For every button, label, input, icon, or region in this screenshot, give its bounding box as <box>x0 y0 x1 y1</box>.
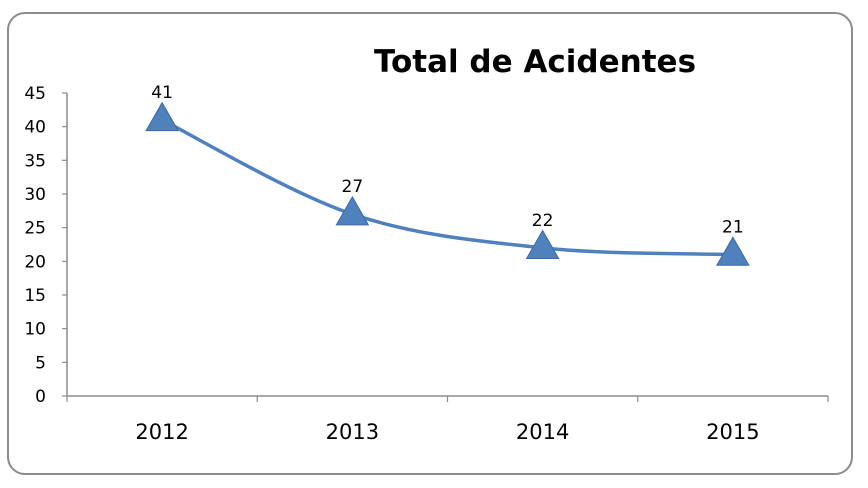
data-point-marker <box>716 236 750 266</box>
series-group <box>145 101 750 266</box>
chart-title: Total de Acidentes <box>374 44 696 80</box>
y-tick-label: 45 <box>24 84 46 104</box>
axes: 0 5 10 15 20 25 30 35 40 45 2012 2013 2014 2015 <box>24 84 829 444</box>
series-line <box>160 118 735 257</box>
y-tick-label: 5 <box>35 353 46 373</box>
data-label: 21 <box>722 218 744 238</box>
data-point-marker <box>525 229 560 260</box>
data-labels-group: 41 27 22 21 <box>151 83 743 238</box>
y-tick-label: 20 <box>24 252 46 272</box>
data-label: 22 <box>532 211 554 231</box>
y-tick-label: 15 <box>24 286 46 306</box>
y-tick-label: 40 <box>24 118 46 138</box>
chart-frame <box>7 12 853 475</box>
data-point-marker <box>145 101 179 132</box>
x-tick-label: 2014 <box>516 420 569 444</box>
y-tick-label: 10 <box>24 320 46 340</box>
y-tick-label: 30 <box>24 185 46 205</box>
y-tick-label: 35 <box>24 151 46 171</box>
data-label: 27 <box>342 177 364 197</box>
y-tick-label: 25 <box>24 219 46 239</box>
data-point-marker <box>335 195 370 226</box>
x-tick-label: 2012 <box>135 420 188 444</box>
x-tick-label: 2013 <box>326 420 379 444</box>
x-tick-label: 2015 <box>706 420 759 444</box>
y-tick-label: 0 <box>35 387 46 407</box>
data-label: 41 <box>151 83 173 103</box>
